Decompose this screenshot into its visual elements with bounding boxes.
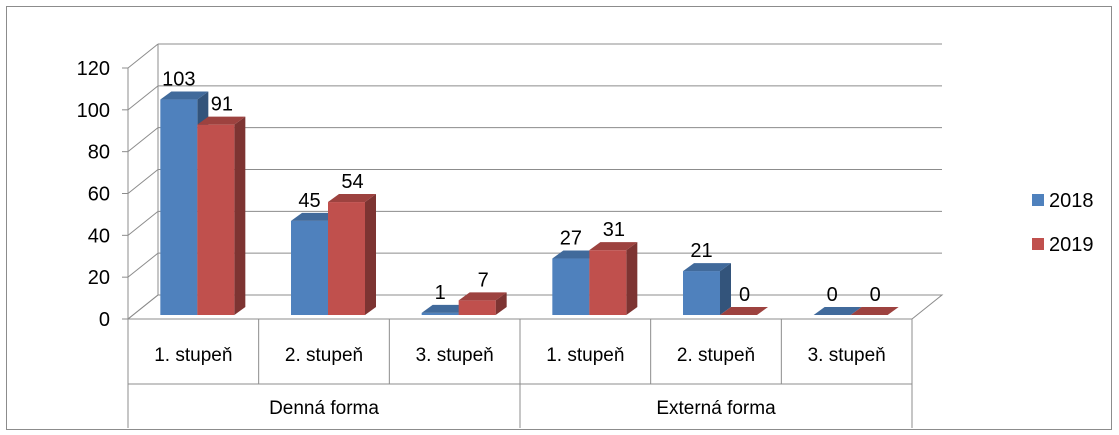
- data-label: 103: [162, 69, 195, 91]
- gridline-depth: [127, 43, 159, 69]
- data-labels: 103 91 45 54 1 7 27 31 21 0 0 0: [162, 69, 881, 306]
- bar: [291, 220, 328, 315]
- data-label: 27: [560, 228, 582, 250]
- legend-label: 2018: [1049, 190, 1094, 212]
- bar-top: [683, 263, 731, 272]
- x-tick-label: 3. stupeň: [808, 345, 886, 366]
- bar-side: [365, 194, 376, 315]
- data-label: 45: [298, 190, 320, 212]
- data-label: 31: [603, 219, 625, 241]
- y-tick-label: 120: [77, 58, 110, 80]
- legend-label: 2019: [1049, 234, 1094, 256]
- data-label: 0: [870, 284, 881, 306]
- x-group-label: Externá forma: [656, 398, 776, 419]
- bar-side: [495, 292, 507, 315]
- bar-top: [552, 250, 601, 259]
- legend: 2018 2019: [1032, 190, 1094, 256]
- x-axis: 1. stupeň 2. stupeň 3. stupeň 1. stupeň 2. s…: [127, 319, 913, 428]
- legend-swatch: [1032, 238, 1044, 250]
- bar: [328, 202, 365, 315]
- bars: [160, 91, 899, 316]
- data-label: 91: [211, 94, 233, 116]
- gridline-depth: [127, 210, 159, 236]
- bar: [197, 124, 235, 316]
- x-tick-label: 3. stupeň: [416, 345, 494, 366]
- data-label: 54: [341, 171, 363, 193]
- gridline-depth: [127, 85, 159, 111]
- data-label: 0: [827, 284, 838, 306]
- bar: [589, 250, 627, 315]
- x-group-label: Denná forma: [269, 398, 379, 419]
- bar-top: [850, 307, 899, 315]
- bar-top: [813, 307, 862, 315]
- bar-top: [197, 116, 246, 125]
- y-tick-label: 80: [88, 142, 110, 164]
- bar-side: [720, 263, 731, 315]
- bar-top: [589, 242, 638, 251]
- gridline-depth: [127, 169, 159, 194]
- bar-top: [720, 307, 768, 315]
- bar: [552, 258, 590, 315]
- bar-top: [458, 292, 507, 301]
- legend-swatch: [1032, 194, 1044, 206]
- y-tick-label: 40: [88, 225, 110, 247]
- data-label: 21: [690, 240, 712, 262]
- data-label: 0: [739, 284, 750, 306]
- data-label: 1: [435, 282, 446, 304]
- y-tick-label: 0: [99, 309, 110, 331]
- bar-top: [328, 194, 376, 203]
- gridline-depth: [127, 127, 159, 153]
- bar-top: [291, 212, 339, 221]
- y-tick-label: 100: [77, 100, 110, 122]
- gridlines: [126, 43, 944, 320]
- gridline-depth: [127, 252, 159, 278]
- data-label: 7: [478, 269, 489, 291]
- bar: [458, 300, 496, 315]
- bar-side: [234, 116, 246, 316]
- x-tick-label: 2. stupeň: [285, 345, 363, 366]
- x-tick-label: 1. stupeň: [154, 345, 232, 366]
- bar-side: [626, 242, 638, 315]
- bar: [683, 271, 720, 315]
- bar: [421, 312, 459, 315]
- x-tick-label: 2. stupeň: [677, 345, 755, 366]
- bar-top: [160, 91, 209, 100]
- bar-top: [421, 304, 470, 313]
- x-tick-label: 1. stupeň: [546, 345, 624, 366]
- y-axis: 0 20 40 60 80 100 120: [77, 58, 129, 331]
- bar: [160, 99, 198, 315]
- y-tick-label: 20: [88, 267, 110, 289]
- floor: [126, 294, 944, 320]
- y-tick-label: 60: [88, 184, 110, 206]
